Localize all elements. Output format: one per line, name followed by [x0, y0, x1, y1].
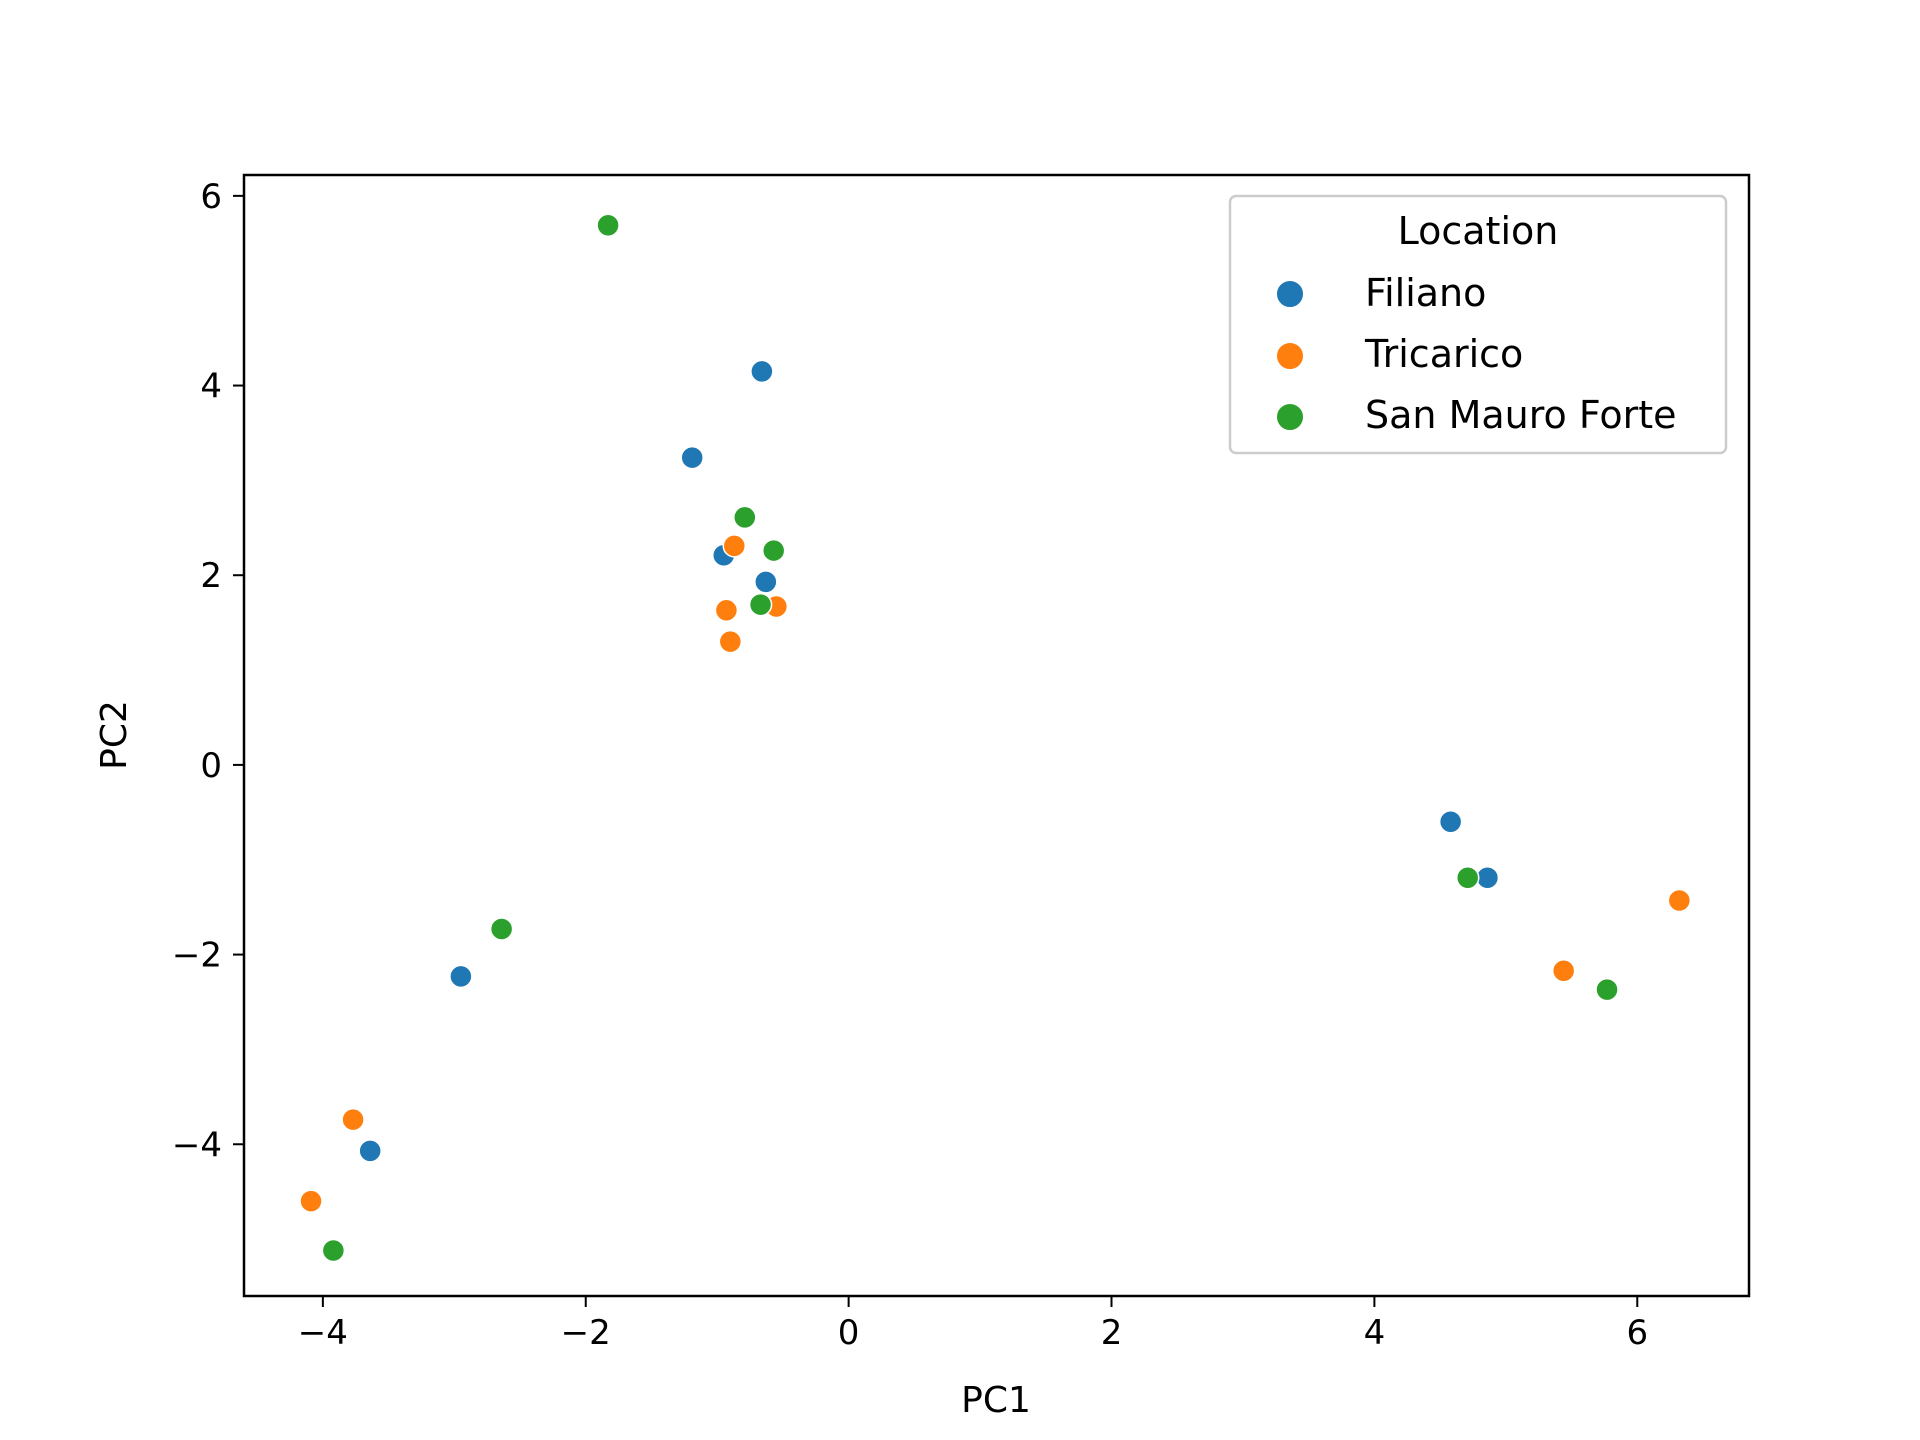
legend-label-tricarico: Tricarico: [1364, 332, 1523, 376]
axis-ticks: −4 −2 0 2 4 6 −4 −2 0 2 4 6: [172, 177, 1648, 1353]
point-san-mauro-forte: [321, 1238, 346, 1263]
point-filiano: [680, 445, 704, 470]
point-tricarico: [1667, 888, 1692, 913]
y-tick-label: 2: [200, 556, 222, 596]
point-san-mauro-forte: [1455, 866, 1480, 890]
point-filiano: [358, 1139, 382, 1163]
y-tick-label: 0: [200, 746, 222, 786]
data-points: [299, 213, 1692, 1263]
x-tick-label: 0: [838, 1313, 860, 1353]
y-axis-label: PC2: [94, 700, 135, 770]
point-filiano: [750, 359, 774, 384]
x-tick-label: −4: [298, 1313, 348, 1353]
point-san-mauro-forte: [596, 213, 620, 238]
point-san-mauro-forte: [489, 917, 514, 941]
point-san-mauro-forte: [733, 505, 757, 530]
point-filiano: [1475, 866, 1500, 890]
point-filiano: [1438, 810, 1463, 834]
legend: Location Filiano Tricarico San Mauro For…: [1228, 194, 1728, 455]
point-san-mauro-forte: [748, 592, 773, 617]
y-tick-label: −2: [172, 936, 222, 976]
point-tricarico: [714, 598, 739, 623]
point-tricarico: [718, 629, 743, 654]
legend-label-san-mauro-forte: San Mauro Forte: [1365, 393, 1677, 437]
point-san-mauro-forte: [761, 538, 786, 563]
x-tick-label: −2: [561, 1313, 611, 1353]
plot-area-frame: [242, 173, 1751, 1298]
legend-label-filiano: Filiano: [1365, 271, 1486, 315]
x-tick-label: 4: [1364, 1313, 1386, 1353]
x-tick-label: 2: [1101, 1313, 1123, 1353]
point-tricarico: [299, 1189, 323, 1213]
legend-box: [1228, 194, 1728, 455]
point-filiano: [449, 964, 473, 989]
point-tricarico: [722, 534, 747, 558]
legend-marker-tricarico: [1275, 341, 1305, 371]
point-tricarico: [1551, 958, 1576, 983]
x-axis-label: PC1: [961, 1380, 1031, 1421]
x-tick-label: 6: [1626, 1313, 1648, 1353]
point-san-mauro-forte: [1595, 977, 1619, 1002]
legend-marker-filiano: [1275, 279, 1305, 309]
point-filiano: [754, 570, 778, 594]
legend-marker-san-mauro-forte: [1275, 402, 1305, 432]
point-tricarico: [341, 1107, 365, 1132]
legend-title: Location: [1398, 209, 1559, 253]
y-tick-label: 6: [200, 177, 222, 217]
y-tick-label: 4: [200, 367, 222, 407]
y-tick-label: −4: [172, 1125, 222, 1165]
